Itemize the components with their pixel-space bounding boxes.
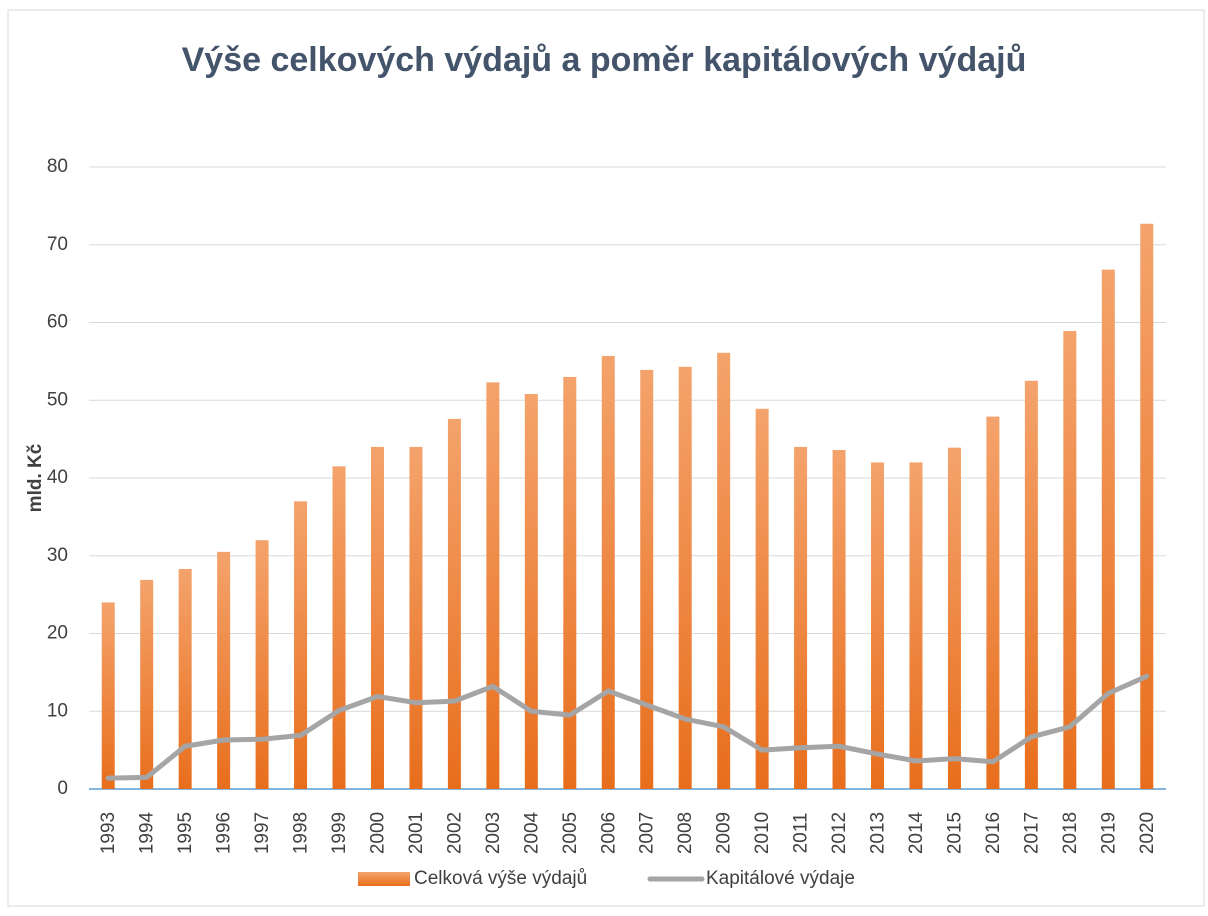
y-tick-label: 50 — [47, 389, 68, 410]
x-tick-label: 2006 — [598, 812, 619, 854]
x-tick-label: 2008 — [675, 812, 696, 854]
bar — [986, 416, 1000, 789]
chart-title: Výše celkových výdajů a poměr kapitálový… — [182, 41, 1027, 79]
x-tick-label: 2007 — [637, 812, 658, 854]
y-tick-label: 0 — [57, 778, 68, 799]
bar — [409, 446, 423, 789]
bar — [1024, 380, 1038, 789]
y-tick-label: 60 — [47, 312, 68, 333]
bar — [640, 369, 654, 789]
x-tick-label: 1995 — [175, 812, 196, 854]
x-tick-label: 2003 — [483, 812, 504, 854]
x-tick-label: 2013 — [868, 812, 889, 854]
bar — [370, 446, 384, 789]
bar — [447, 418, 461, 789]
x-tick-label: 2019 — [1098, 812, 1119, 854]
bar — [1101, 269, 1115, 789]
bar — [486, 382, 500, 789]
x-tick-label: 2016 — [983, 812, 1004, 854]
bar — [1140, 223, 1154, 789]
x-tick-label: 2001 — [406, 812, 427, 854]
y-tick-label: 10 — [47, 700, 68, 721]
bar — [178, 568, 192, 789]
bar — [1063, 331, 1077, 789]
x-tick-label: 1994 — [137, 811, 158, 854]
bar — [332, 466, 346, 789]
bar — [717, 352, 731, 789]
legend-swatch — [358, 872, 410, 886]
x-tick-label: 2009 — [714, 812, 735, 854]
bar — [755, 408, 769, 789]
x-tick-label: 2010 — [752, 812, 773, 854]
x-tick-label: 1993 — [98, 812, 119, 854]
y-tick-label: 40 — [47, 467, 68, 488]
bar — [217, 551, 231, 789]
bar — [255, 540, 269, 789]
bar — [563, 376, 577, 789]
x-tick-label: 2018 — [1060, 812, 1081, 854]
y-tick-label: 80 — [47, 156, 68, 177]
x-tick-label: 2004 — [521, 811, 542, 854]
bar — [871, 462, 885, 789]
x-tick-label: 2017 — [1021, 812, 1042, 854]
x-tick-label: 2015 — [944, 812, 965, 854]
x-tick-label: 2005 — [560, 812, 581, 854]
x-tick-label: 2014 — [906, 811, 927, 854]
x-tick-label: 1998 — [291, 812, 312, 854]
legend-label: Kapitálové výdaje — [706, 868, 855, 889]
bar — [832, 450, 846, 789]
x-tick-label: 2002 — [444, 812, 465, 854]
y-axis-label: mld. Kč — [25, 443, 46, 512]
x-tick-label: 1996 — [214, 812, 235, 854]
x-tick-label: 1997 — [252, 812, 273, 854]
y-tick-label: 70 — [47, 234, 68, 255]
x-tick-label: 2011 — [791, 813, 812, 854]
y-tick-label: 30 — [47, 545, 68, 566]
bar — [101, 602, 115, 789]
legend-label: Celková výše výdajů — [414, 868, 587, 889]
bar — [678, 366, 692, 789]
bar — [601, 355, 615, 789]
x-tick-label: 2012 — [829, 812, 850, 854]
x-tick-label: 1999 — [329, 812, 350, 854]
x-tick-label: 2000 — [367, 812, 388, 854]
line — [105, 673, 1150, 781]
bar — [947, 447, 961, 789]
bar — [794, 446, 808, 789]
bar — [909, 462, 923, 789]
bar — [140, 579, 154, 789]
y-tick-label: 20 — [47, 623, 68, 644]
bar — [524, 394, 538, 789]
bar — [294, 501, 308, 789]
x-tick-label: 2020 — [1137, 812, 1158, 854]
